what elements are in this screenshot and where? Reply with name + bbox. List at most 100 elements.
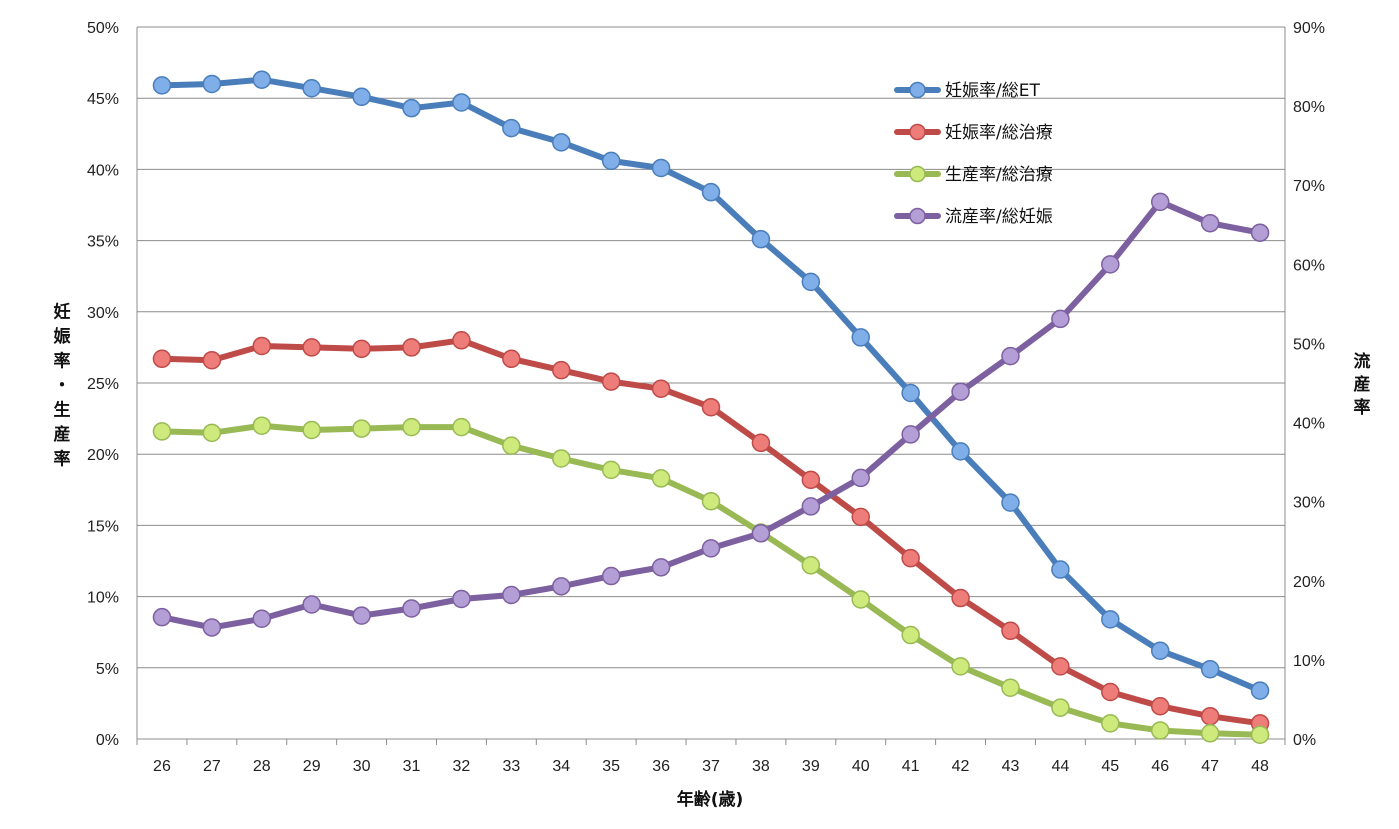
series-layer	[152, 70, 1270, 744]
right-tick-label: 90%	[1293, 20, 1325, 37]
data-point-1	[651, 379, 671, 398]
x-tick-label: 28	[253, 758, 271, 775]
legend-label: 妊娠率/総治療	[945, 123, 1053, 143]
legend-label: 流産率/総妊娠	[945, 207, 1053, 227]
data-point-0	[1001, 493, 1020, 512]
x-axis-title: 年齢(歳)	[677, 789, 744, 810]
data-point-2	[851, 590, 870, 609]
data-point-3	[701, 539, 721, 558]
data-point-1	[1051, 657, 1070, 676]
data-point-3	[152, 607, 172, 627]
left-tick-label: 5%	[96, 661, 119, 678]
x-tick-label: 38	[752, 758, 770, 775]
data-point-1	[701, 397, 721, 417]
data-point-1	[552, 360, 571, 380]
data-point-3	[202, 618, 222, 637]
data-point-3	[302, 595, 321, 614]
data-point-3	[1101, 255, 1120, 274]
x-tick-label: 42	[952, 758, 970, 775]
data-point-1	[1001, 621, 1020, 641]
left-y-axis-title: 妊娠率・生産率	[54, 302, 72, 470]
data-point-0	[751, 229, 771, 249]
data-point-1	[1101, 682, 1120, 702]
data-point-0	[1051, 560, 1070, 579]
x-tick-label: 30	[353, 758, 371, 775]
data-point-0	[1250, 681, 1270, 700]
legend-marker	[909, 207, 926, 225]
series-line-2	[159, 422, 1263, 738]
data-point-0	[901, 383, 920, 403]
x-tick-label: 48	[1251, 758, 1269, 775]
x-tick-label: 39	[802, 758, 820, 775]
data-point-1	[252, 336, 272, 356]
right-y-axis-ticks: 0% 10% 20% 30% 40% 50% 60% 70% 80% 90%	[1293, 20, 1325, 749]
legend-label: 生産率/総治療	[945, 165, 1053, 185]
data-point-1	[1200, 706, 1220, 726]
data-point-3	[502, 585, 521, 605]
data-point-1	[751, 433, 771, 453]
right-tick-label: 60%	[1293, 257, 1325, 274]
data-point-2	[701, 491, 721, 511]
data-point-3	[851, 468, 870, 488]
data-point-3	[951, 382, 970, 401]
right-tick-label: 70%	[1293, 178, 1325, 195]
data-point-3	[1051, 309, 1070, 329]
data-point-1	[502, 349, 521, 369]
data-point-3	[751, 524, 771, 543]
data-point-3	[1200, 213, 1220, 233]
data-point-1	[801, 470, 821, 490]
data-point-2	[302, 420, 321, 440]
data-point-2	[1001, 678, 1020, 697]
data-point-0	[202, 74, 222, 94]
data-point-2	[1150, 721, 1170, 740]
data-point-1	[402, 338, 421, 357]
x-tick-label: 34	[552, 758, 570, 775]
x-tick-label: 32	[453, 758, 471, 775]
x-tick-label: 31	[403, 758, 421, 775]
data-point-1	[951, 588, 970, 608]
data-point-1	[1150, 696, 1170, 716]
x-tick-label: 27	[203, 758, 221, 775]
data-point-3	[901, 425, 920, 444]
data-point-1	[452, 331, 471, 350]
data-point-0	[552, 133, 571, 152]
data-point-0	[402, 98, 421, 118]
data-point-0	[601, 151, 621, 171]
right-tick-label: 0%	[1293, 732, 1316, 749]
data-point-2	[552, 449, 571, 468]
data-point-3	[601, 566, 621, 586]
right-tick-label: 30%	[1293, 495, 1325, 512]
data-point-1	[601, 372, 621, 391]
left-tick-label: 0%	[96, 732, 119, 749]
data-point-2	[601, 460, 621, 480]
left-tick-label: 40%	[87, 162, 119, 179]
right-tick-label: 40%	[1293, 416, 1325, 433]
data-point-3	[1150, 192, 1170, 212]
data-point-0	[252, 70, 272, 89]
data-point-1	[851, 507, 870, 527]
data-point-2	[202, 423, 222, 443]
x-tick-label: 40	[852, 758, 870, 775]
data-point-1	[152, 349, 172, 369]
x-tick-label: 44	[1051, 758, 1069, 775]
data-point-0	[452, 93, 471, 112]
right-tick-label: 20%	[1293, 574, 1325, 591]
data-point-2	[252, 416, 272, 435]
data-point-3	[252, 609, 272, 629]
left-tick-label: 35%	[87, 234, 119, 251]
data-point-3	[402, 599, 421, 618]
data-point-2	[1200, 724, 1220, 743]
right-tick-label: 50%	[1293, 336, 1325, 353]
data-point-0	[801, 272, 821, 292]
data-point-0	[352, 87, 371, 107]
data-point-0	[851, 328, 870, 347]
x-tick-label: 41	[902, 758, 920, 775]
data-point-0	[1200, 659, 1220, 679]
legend-marker	[909, 123, 926, 141]
x-tick-label: 37	[702, 758, 720, 775]
data-point-0	[152, 76, 172, 95]
data-point-1	[302, 338, 321, 357]
data-point-2	[801, 556, 821, 575]
data-point-0	[302, 78, 321, 98]
